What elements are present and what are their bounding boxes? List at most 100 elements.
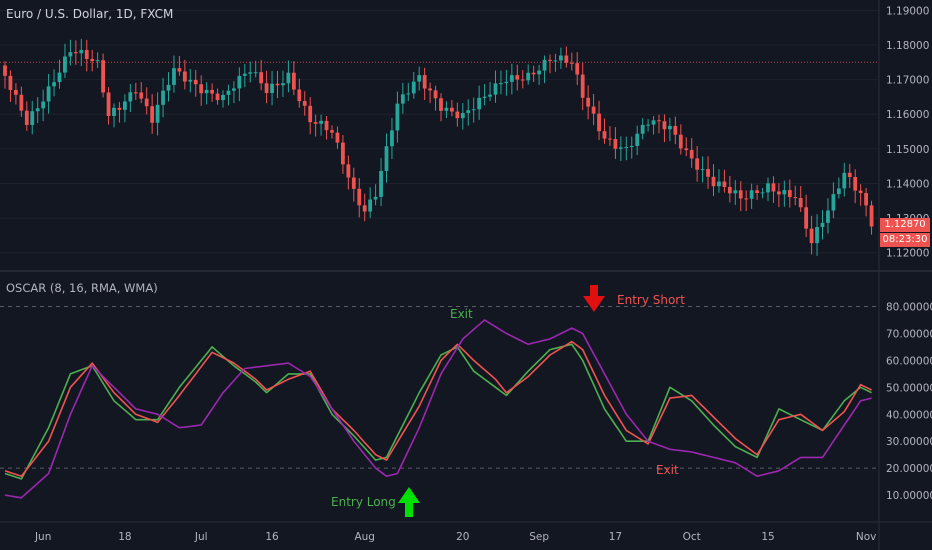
candle-body [411,81,416,94]
candle-body [864,193,868,206]
candle-body [798,197,803,208]
exit-label-bottom: Exit [656,463,679,477]
candle-body [766,183,770,193]
candle-body [188,79,193,82]
candle-body [14,89,18,95]
arrow-down-icon [583,285,605,312]
candle-body [455,111,460,119]
candle-body [706,169,710,177]
candle-body [313,122,318,124]
candle-body [815,227,819,244]
candle-body [673,125,678,135]
candle-body [689,150,694,159]
candle-body [123,101,127,110]
candle-body [793,197,798,199]
candle-body [738,190,743,199]
candle-body [117,107,122,110]
candle-body [651,120,656,125]
candle-body [717,181,721,187]
candle-body [722,181,727,187]
candle-body [782,190,787,195]
oscillator-tick-label: 70.00000 [886,328,932,340]
candle-body [477,97,482,110]
candle-body [820,222,825,228]
candle-body [210,89,214,94]
candle-body [444,107,449,111]
candle-body [286,72,291,84]
price-tick-label: 1.17000 [886,75,929,87]
candle-body [542,59,547,71]
price-tick-label: 1.15000 [886,144,929,156]
candle-body [291,72,296,90]
candle-body [749,190,754,199]
candle-body [182,71,187,82]
oscillator-series [4,319,872,499]
candle-body [84,49,89,59]
oscillator-axis-labels[interactable]: 80.00000 70.00000 60.00000 50.00000 40.00000… [886,302,932,503]
candle-body [155,104,160,123]
oscillator-tick-label: 10.00000 [886,490,932,502]
indicator-title[interactable]: OSCAR (8, 16, RMA, WMA) [6,281,158,295]
candle-body [858,190,863,194]
entry-short-label: Entry Short [617,293,685,307]
candle-body [591,106,596,114]
time-tick-label: Aug [354,531,375,543]
candle-body [302,101,307,106]
time-tick-label: 17 [609,531,622,543]
price-pane-grid [0,9,879,254]
price-tick-label: 1.14000 [886,178,929,190]
candle-body [357,188,362,206]
candle-body [237,75,242,89]
candle-body [221,94,225,101]
candle-body [755,190,759,193]
candle-body [63,56,67,73]
time-tick-label: 18 [118,531,131,543]
time-tick-label: Nov [856,531,877,543]
candle-body [586,97,591,107]
candle-body [504,81,509,84]
candle-body [499,83,503,85]
oscillator-tick-label: 20.00000 [886,463,932,475]
candle-body [804,207,809,229]
candle-body [460,112,465,119]
time-axis-labels[interactable]: Jun18Jul16Aug20Sep17Oct15Nov19 [34,531,932,543]
time-tick-label: Jun [34,531,51,543]
candle-body [281,83,285,86]
time-tick-label: Jul [194,531,208,543]
entry-long-label: Entry Long [331,495,396,509]
oscillator-red-line [4,340,872,477]
candle-body [384,146,389,171]
candle-body [826,210,830,223]
candle-body [569,62,574,64]
symbol-title[interactable]: Euro / U.S. Dollar, 1D, FXCM [6,7,174,21]
candle-body [172,68,176,85]
candle-body [711,176,716,187]
candle-body [57,72,62,83]
candle-body [493,83,498,95]
candle-body [242,73,247,76]
candle-body [482,96,487,98]
price-tick-label: 1.18000 [886,40,929,52]
candle-body [8,75,13,90]
candle-body [662,121,667,130]
candle-body [635,133,640,146]
candle-body [52,82,56,87]
candle-body [101,60,105,93]
candle-body [166,84,171,91]
oscillator-tick-label: 40.00000 [886,409,932,421]
oscillator-tick-label: 30.00000 [886,436,932,448]
candle-body [406,93,411,95]
time-tick-label: Oct [683,531,701,543]
candle-body [559,55,563,61]
candle-body [341,142,345,165]
candle-body [335,132,340,143]
candle-body [46,86,51,102]
candle-body [270,83,274,94]
candle-body [95,60,100,62]
candle-body [613,139,618,149]
candle-body [161,90,165,105]
oscillator-tick-label: 50.00000 [886,382,932,394]
candle-body [684,148,689,151]
